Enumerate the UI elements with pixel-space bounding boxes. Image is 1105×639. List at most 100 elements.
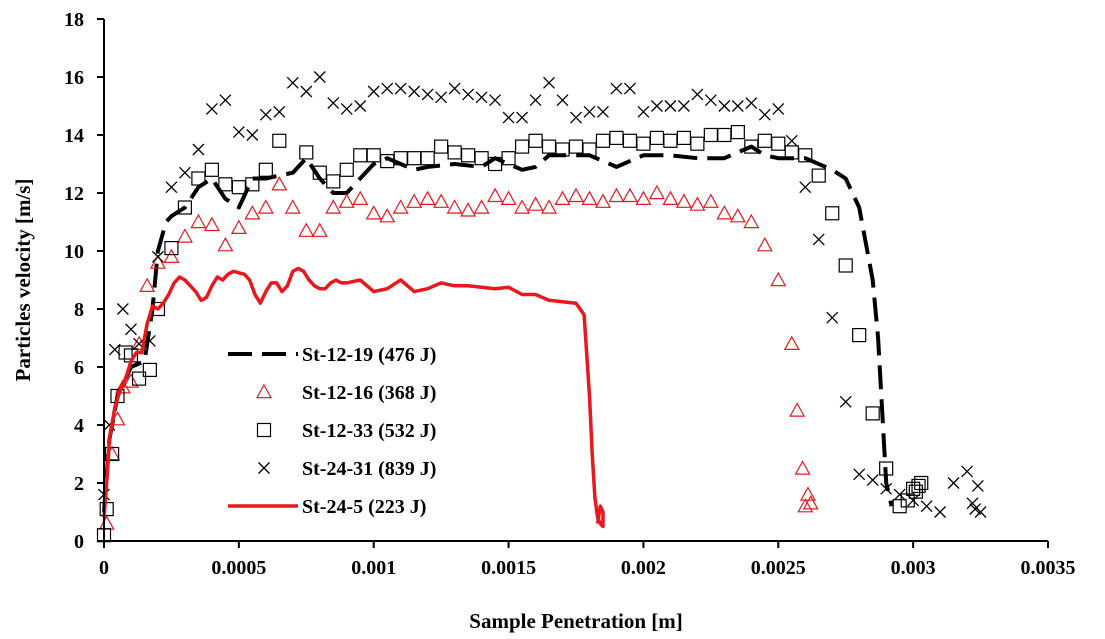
data-point	[327, 97, 340, 110]
y-tick-label: 0	[74, 531, 84, 553]
y-axis-title: Particles velocity [m/s]	[11, 179, 35, 382]
data-point	[636, 136, 651, 151]
data-point	[394, 82, 407, 95]
data-point	[190, 213, 207, 229]
data-point	[662, 190, 679, 205]
data-point	[756, 236, 773, 252]
legend-label: St-12-19 (476 J)	[302, 344, 436, 366]
data-point	[906, 481, 921, 496]
data-point	[783, 335, 800, 350]
y-tick-label: 10	[64, 241, 84, 263]
data-point	[969, 503, 982, 516]
data-point	[326, 174, 341, 189]
legend-item: St-12-33 (532 J)	[256, 420, 436, 442]
data-point	[191, 171, 206, 186]
series-1	[98, 176, 819, 530]
x-tick-label: 0.003	[891, 557, 936, 579]
data-point	[758, 108, 771, 121]
data-point	[717, 127, 732, 143]
data-point	[702, 193, 719, 208]
data-point	[649, 130, 665, 145]
data-point	[567, 187, 585, 203]
data-point	[543, 76, 555, 89]
data-point	[149, 254, 166, 269]
data-point	[367, 85, 380, 98]
data-point	[802, 495, 819, 510]
series-line	[102, 266, 605, 529]
data-point	[139, 277, 156, 292]
legend-item: St-12-16 (368 J)	[255, 382, 436, 404]
legend-item: St-12-19 (476 J)	[228, 344, 436, 366]
legend-label: St-24-5 (223 J)	[302, 496, 426, 518]
data-point	[568, 139, 584, 154]
data-point	[961, 465, 974, 478]
data-point	[204, 162, 219, 177]
data-point	[98, 515, 115, 530]
data-point	[648, 184, 665, 200]
data-point	[176, 228, 193, 243]
data-point	[794, 460, 811, 475]
legend-item: St-24-5 (223 J)	[228, 496, 426, 518]
data-point	[690, 136, 705, 151]
data-point	[664, 100, 677, 112]
data-point	[934, 506, 947, 518]
data-point	[500, 190, 517, 205]
axes	[103, 19, 1048, 542]
x-tick-label: 0.002	[621, 557, 666, 579]
data-point	[273, 105, 286, 118]
data-point	[502, 111, 515, 124]
data-point	[392, 199, 409, 214]
data-point	[812, 233, 825, 246]
y-tick-labels: 0 2 4 6 8 10 12 14 16 18	[64, 9, 104, 553]
data-point	[947, 477, 960, 489]
data-point	[339, 162, 354, 177]
data-point	[446, 199, 463, 214]
data-point	[473, 199, 490, 214]
data-point	[338, 193, 355, 208]
data-point	[556, 94, 569, 107]
x-axis-title: Sample Penetration [m]	[469, 609, 682, 633]
data-point	[771, 136, 786, 151]
data-point	[893, 488, 906, 501]
data-point	[528, 133, 543, 148]
data-point	[610, 82, 623, 95]
data-point	[731, 100, 744, 112]
series-3	[98, 71, 987, 518]
data-point	[433, 193, 450, 208]
data-point	[489, 94, 502, 107]
data-point	[142, 362, 157, 377]
data-point	[231, 180, 246, 195]
data-point	[677, 100, 690, 112]
data-point	[853, 468, 866, 481]
data-point	[514, 199, 531, 214]
data-point	[116, 303, 129, 315]
legend: St-12-19 (476 J) St-12-16 (368 J) St-12-33…	[228, 344, 436, 518]
data-point	[594, 193, 611, 208]
y-tick-label: 12	[64, 183, 84, 205]
data-point	[541, 199, 558, 214]
data-point	[541, 139, 557, 154]
data-point	[151, 250, 164, 263]
data-point	[892, 499, 907, 514]
data-point	[825, 206, 840, 221]
y-tick-label: 2	[74, 473, 84, 495]
data-point	[663, 133, 678, 148]
data-point	[703, 127, 718, 143]
data-point	[448, 82, 461, 95]
data-point	[729, 207, 746, 223]
data-point	[406, 193, 423, 208]
data-point	[462, 88, 475, 101]
data-point	[811, 168, 826, 183]
data-point	[325, 199, 342, 214]
data-point	[258, 162, 273, 177]
legend-swatch	[255, 383, 273, 399]
data-point	[743, 213, 760, 229]
data-point	[259, 108, 272, 121]
data-point	[582, 142, 597, 157]
x-tick-label: 0.0005	[211, 557, 266, 579]
data-point	[164, 241, 179, 256]
data-point	[704, 94, 717, 107]
data-point	[246, 129, 259, 141]
data-point	[205, 102, 218, 115]
